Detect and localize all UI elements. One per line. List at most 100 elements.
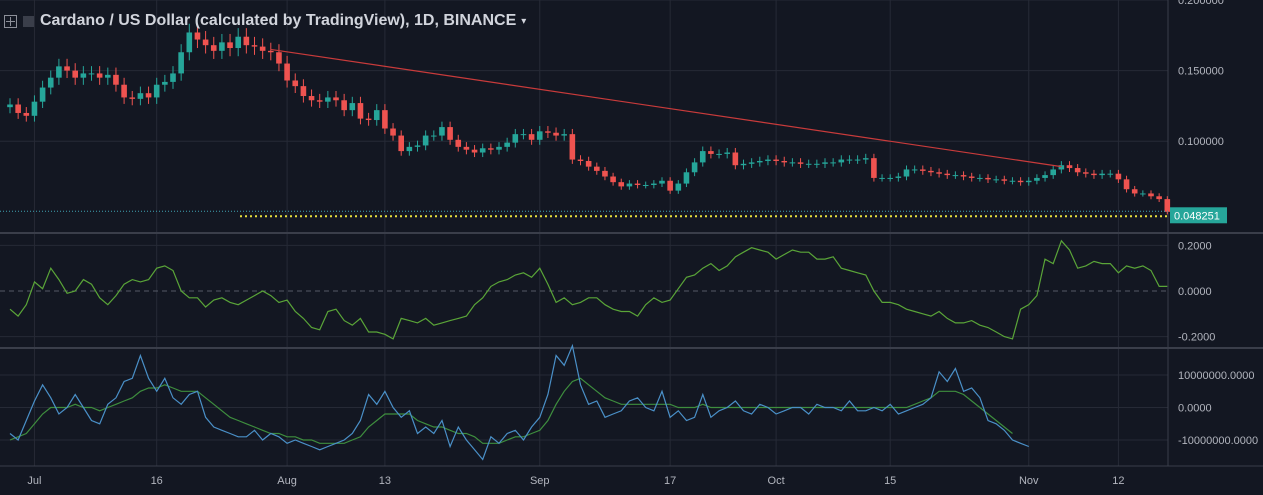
candle-body (911, 169, 918, 171)
candle-body (1017, 180, 1024, 183)
candle-body (121, 84, 127, 98)
candle-body (88, 73, 95, 75)
candle-body (577, 159, 584, 161)
expand-icon[interactable] (4, 14, 17, 28)
candle-body (1131, 189, 1138, 194)
candle-body (422, 135, 429, 146)
oscillator-line (9, 239, 1168, 340)
x-tick-label: Aug (277, 475, 297, 487)
x-tick-label: 16 (151, 475, 163, 487)
trendline[interactable] (270, 48, 1062, 168)
candle-body (398, 135, 404, 152)
candle-body (977, 177, 983, 179)
x-tick-label: Oct (768, 475, 785, 487)
candle-body (871, 158, 877, 178)
candle-body (520, 134, 527, 136)
candle-body (186, 32, 193, 53)
candle-body (512, 134, 519, 143)
candle-body (333, 97, 339, 101)
candle-body (243, 36, 250, 46)
candle-body (765, 159, 771, 161)
candle-body (349, 103, 356, 111)
candle-body (170, 73, 176, 82)
candle-body (887, 177, 893, 179)
candle-body (455, 139, 462, 147)
candle-body (1140, 193, 1146, 195)
candle-body (1156, 196, 1162, 200)
candle-body (822, 162, 828, 164)
candle-body (1025, 180, 1032, 183)
volume-oscillator-axis-tick-label: -10000000.0000 (1178, 435, 1258, 447)
x-tick-label: Jul (27, 475, 41, 487)
candle-body (105, 74, 111, 78)
candle-body (15, 104, 21, 113)
candle-body (276, 52, 282, 64)
candle-body (667, 180, 673, 191)
price-axis-tick-label: 0.100000 (1178, 136, 1224, 148)
x-tick-label: Nov (1019, 475, 1039, 487)
candle-body (284, 63, 290, 81)
candle-body (227, 42, 233, 49)
candle-body (259, 46, 266, 51)
candle-body (31, 101, 38, 116)
candle-body (373, 110, 380, 121)
price-axis-tick-label: 0.150000 (1178, 66, 1224, 78)
candle-body (830, 162, 836, 164)
oscillator-axis-tick-label: 0.0000 (1178, 286, 1212, 298)
candle-body (316, 100, 323, 102)
candle-body (691, 162, 698, 173)
candle-body (219, 42, 225, 51)
candle-body (23, 112, 30, 116)
candle-body (39, 87, 46, 102)
candle-body (202, 39, 209, 46)
volume-oscillator-axis-tick-label: 0.0000 (1178, 403, 1212, 415)
candle-body (683, 172, 690, 184)
candle-body (390, 128, 396, 136)
x-tick-label: 12 (1112, 475, 1124, 487)
candle-body (308, 96, 315, 101)
candle-body (496, 146, 502, 150)
candle-body (406, 146, 413, 152)
candle-body (210, 45, 217, 51)
candle-body (153, 84, 160, 98)
candle-body (805, 163, 812, 165)
candle-body (757, 160, 763, 163)
candle-body (569, 134, 576, 160)
candle-body (854, 159, 861, 161)
candle-body (325, 97, 331, 102)
candle-body (1123, 179, 1130, 190)
candle-body (846, 159, 853, 161)
candle-body (838, 159, 845, 163)
candle-body (1164, 199, 1171, 212)
candle-body (968, 176, 975, 178)
candle-body (993, 179, 999, 181)
candle-body (895, 176, 902, 178)
candle-body (602, 170, 608, 177)
volume-oscillator-signal-line (9, 377, 1013, 444)
candle-body (268, 50, 274, 53)
candle-body (561, 134, 567, 136)
candle-body (708, 151, 714, 154)
candle-body (7, 104, 13, 108)
candle-body (960, 175, 967, 177)
candle-body (797, 162, 804, 164)
candle-body (479, 148, 486, 153)
candle-body (47, 77, 54, 88)
candle-body (439, 127, 445, 136)
volume-oscillator-axis-tick-label: 10000000.0000 (1178, 370, 1254, 382)
candle-body (1091, 173, 1097, 176)
chart-title[interactable]: Cardano / US Dollar (calculated by Tradi… (40, 12, 517, 29)
chevron-down-icon[interactable]: ▾ (521, 15, 527, 27)
candle-body (936, 172, 942, 174)
candle-body (414, 145, 421, 147)
candle-body (129, 97, 136, 99)
candle-body (724, 152, 730, 154)
candle-body (651, 183, 657, 185)
candle-body (1001, 179, 1008, 181)
candle-body (235, 36, 241, 49)
candle-body (1107, 173, 1114, 175)
candle-body (365, 118, 372, 121)
candle-body (113, 74, 119, 85)
